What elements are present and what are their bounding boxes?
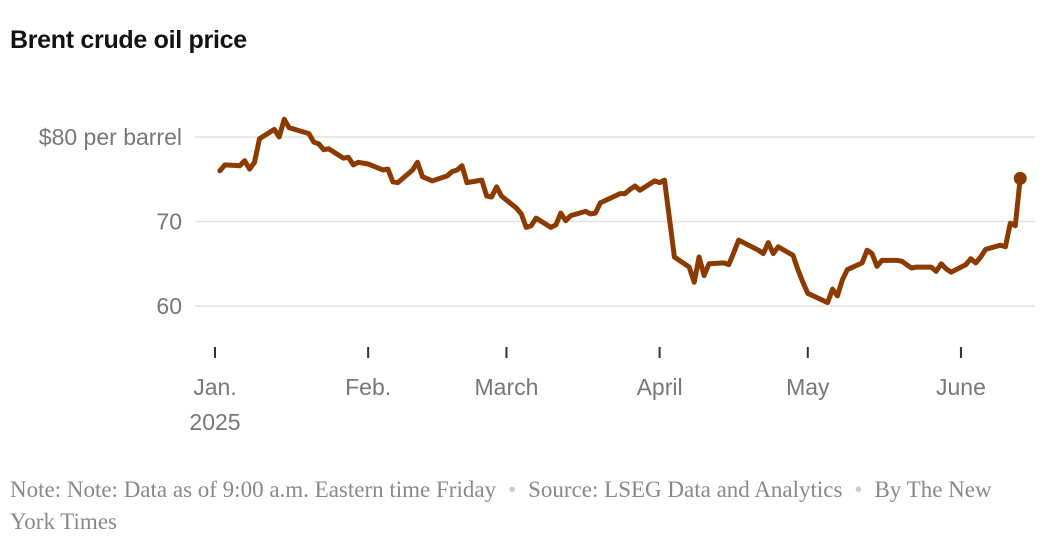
latest-price-dot — [1013, 171, 1027, 185]
byline-text: By The New York Times — [10, 477, 992, 534]
y-tick-label: $80 per barrel — [39, 124, 182, 150]
separator-dot: • — [508, 477, 517, 502]
y-tick-label: 60 — [156, 293, 182, 319]
price-line — [217, 116, 1023, 306]
line-chart: $80 per barrel 70 60 Jan. 2025 Feb. March April… — [39, 116, 1035, 435]
separator-dot: • — [854, 477, 863, 502]
x-tick-label: April — [637, 374, 683, 400]
x-tick-year-label: 2025 — [189, 409, 240, 435]
note-text: Note: Note: Data as of 9:00 a.m. Eastern… — [10, 477, 497, 502]
x-tick-label: June — [936, 374, 986, 400]
x-tick-label: Feb. — [345, 374, 391, 400]
x-tick-label: May — [786, 374, 830, 400]
x-tick-label: Jan. — [193, 374, 236, 400]
x-tick-label: March — [475, 374, 539, 400]
source-text: Source: LSEG Data and Analytics — [528, 477, 843, 502]
y-tick-label: 70 — [156, 209, 182, 235]
chart-footer: Note: Note: Data as of 9:00 a.m. Eastern… — [10, 474, 1010, 538]
chart-title: Brent crude oil price — [10, 26, 247, 54]
